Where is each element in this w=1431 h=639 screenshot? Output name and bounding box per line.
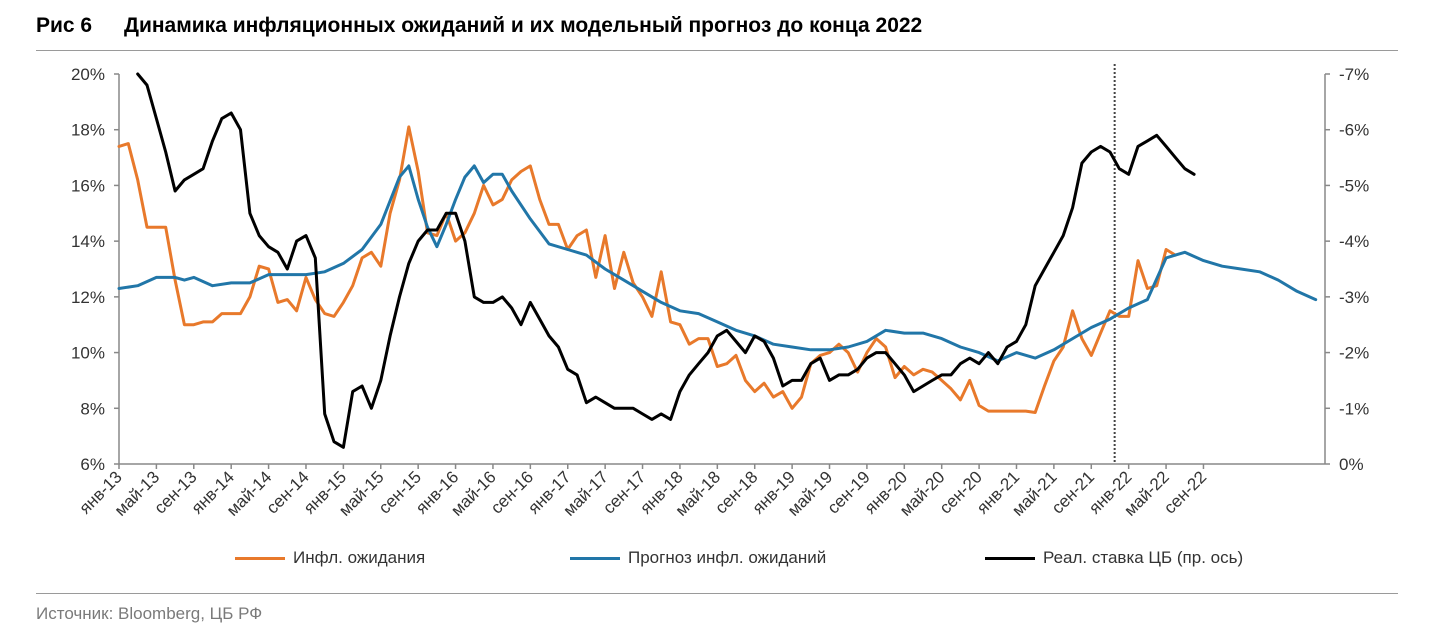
figure-title: Динамика инфляционных ожиданий и их моде… bbox=[124, 14, 923, 37]
legend-swatch-forecast bbox=[570, 556, 620, 560]
left-axis-tick-label: 8% bbox=[80, 399, 105, 418]
series-line-forecast bbox=[117, 164, 1318, 363]
right-axis-tick-label: 0% bbox=[1339, 455, 1364, 474]
left-axis-tick-label: 20% bbox=[71, 65, 105, 84]
bottom-divider bbox=[36, 593, 1398, 594]
figure-number: Рис 6 bbox=[36, 14, 93, 37]
right-axis-tick-label: -6% bbox=[1339, 121, 1369, 140]
legend-item-real-rate: Реал. ставка ЦБ (пр. ось) bbox=[985, 548, 1243, 568]
left-axis-tick-label: 16% bbox=[71, 176, 105, 195]
legend-label-real-rate: Реал. ставка ЦБ (пр. ось) bbox=[1043, 548, 1244, 567]
source-note: Источник: Bloomberg, ЦБ РФ bbox=[36, 604, 263, 623]
chart-legend: Инфл. ожидания Прогноз инфл. ожиданий Ре… bbox=[0, 548, 1431, 574]
right-axis-tick-label: -1% bbox=[1339, 399, 1369, 418]
x-axis-tick-label: сен-22 bbox=[1160, 467, 1210, 517]
left-axis-tick-label: 18% bbox=[71, 121, 105, 140]
top-divider bbox=[36, 50, 1398, 51]
series-line-infl-expectations bbox=[117, 125, 1177, 414]
right-axis-tick-label: -2% bbox=[1339, 344, 1369, 363]
legend-label-forecast: Прогноз инфл. ожиданий bbox=[628, 548, 827, 567]
page-title: Рис 6 Динамика инфляционных ожиданий и их… bbox=[36, 14, 922, 38]
right-axis-tick-label: -3% bbox=[1339, 288, 1369, 307]
legend-swatch-real-rate bbox=[985, 556, 1035, 560]
left-axis-tick-label: 12% bbox=[71, 288, 105, 307]
legend-item-forecast: Прогноз инфл. ожиданий bbox=[570, 548, 826, 568]
legend-swatch-infl-expectations bbox=[235, 556, 285, 560]
legend-item-infl-expectations: Инфл. ожидания bbox=[235, 548, 425, 568]
left-axis-tick-label: 6% bbox=[80, 455, 105, 474]
right-axis-tick-label: -7% bbox=[1339, 65, 1369, 84]
left-axis-tick-label: 10% bbox=[71, 344, 105, 363]
series-line-real-rate bbox=[136, 72, 1196, 449]
left-axis-tick-label: 14% bbox=[71, 232, 105, 251]
legend-label-infl-expectations: Инфл. ожидания bbox=[293, 548, 426, 567]
right-axis-tick-label: -4% bbox=[1339, 232, 1369, 251]
right-axis-tick-label: -5% bbox=[1339, 176, 1369, 195]
